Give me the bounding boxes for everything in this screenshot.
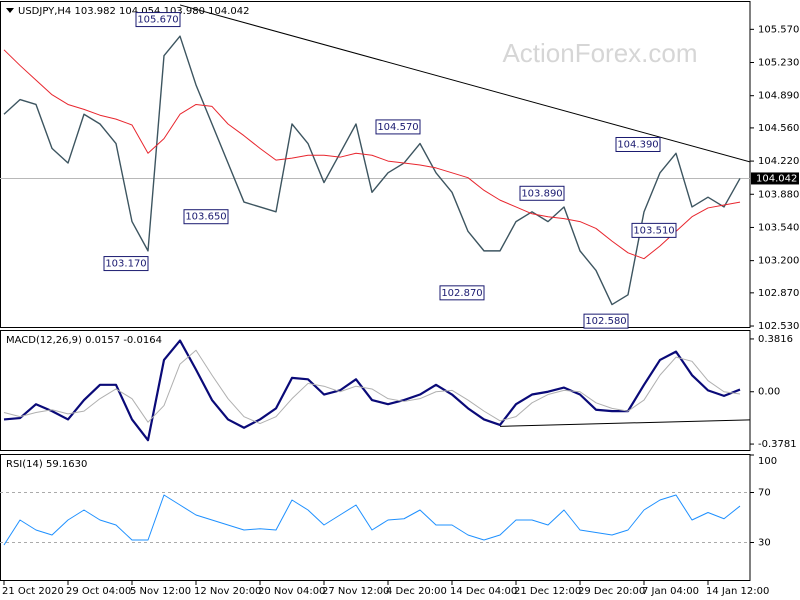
y-tick-label: 70 (758, 488, 771, 499)
panel-frame (0, 454, 751, 581)
indicator-title: RSI(14) (6, 459, 43, 470)
series-line (3, 349, 741, 425)
last-price-label: 104.042 (756, 173, 797, 184)
watermark: ActionForex.com (502, 38, 697, 68)
readout-value: 59.1630 (46, 459, 87, 470)
annotation-box (103, 256, 149, 272)
symbol: USDJPY,H4 (18, 6, 71, 17)
panel-header: RSI(14) 59.1630 (6, 459, 87, 470)
y-tick-label: 103.880 (758, 189, 799, 200)
x-tick-label: 29 Oct 04:00 (66, 586, 131, 597)
annotation-box (135, 12, 181, 28)
annotation-label: 102.870 (441, 288, 482, 299)
annotation-label: 104.390 (617, 139, 658, 150)
plot (3, 494, 741, 546)
annotation-label: 104.570 (377, 122, 418, 133)
series-line (3, 494, 741, 546)
panel-frame (0, 330, 751, 451)
y-tick-label: 102.530 (758, 321, 799, 332)
y-tick-label: 100 (758, 456, 777, 467)
plot (3, 339, 750, 442)
ohlc-value: 103.982 (74, 6, 115, 17)
ohlc-value: 104.054 (119, 6, 160, 17)
x-tick-label: 12 Nov 20:00 (194, 586, 261, 597)
annotation-label: 103.510 (633, 225, 674, 236)
panel-header: USDJPY,H4 103.982 104.054 103.980 104.04… (18, 6, 249, 17)
annotation-box (183, 209, 229, 225)
y-tick-label: 0.00 (758, 387, 780, 398)
y-tick-label: 105.570 (758, 24, 799, 35)
y-tick-label: 102.870 (758, 288, 799, 299)
plot (0, 4, 750, 306)
x-tick-label: 14 Dec 04:00 (450, 586, 517, 597)
menu-icon (6, 8, 14, 13)
annotation-box (519, 185, 565, 201)
series-line (3, 49, 741, 260)
x-tick-label: 7 Jan 04:00 (642, 586, 699, 597)
annotation-label: 103.890 (521, 188, 562, 199)
y-tick-label: 104.890 (758, 91, 799, 102)
x-tick-label: 14 Jan 12:00 (706, 586, 769, 597)
y-tick-label: -0.3781 (758, 439, 797, 450)
annotation-label: 102.580 (585, 316, 626, 327)
trend-line (499, 419, 750, 427)
x-tick-label: 21 Dec 12:00 (514, 586, 581, 597)
indicator-title: MACD(12,26,9) (6, 335, 82, 346)
annotation-label: 105.670 (137, 15, 178, 26)
annotation-box (439, 285, 485, 301)
series-line (3, 339, 741, 442)
y-tick-label: 103.540 (758, 222, 799, 233)
y-tick-label: 30 (758, 538, 771, 549)
x-tick-label: 21 Oct 2020 (2, 586, 64, 597)
y-tick-label: 0.3816 (758, 334, 793, 345)
annotation-box (615, 136, 661, 152)
panel-header: MACD(12,26,9) 0.0157 -0.0164 (6, 335, 162, 346)
annotation-box (583, 313, 629, 329)
x-tick-label: 27 Nov 12:00 (322, 586, 389, 597)
x-tick-label: 20 Nov 04:00 (258, 586, 325, 597)
x-tick-label: 4 Dec 20:00 (386, 586, 447, 597)
y-tick-label: 104.560 (758, 123, 799, 134)
annotation-label: 103.170 (105, 259, 146, 270)
y-tick-label: 104.220 (758, 156, 799, 167)
ohlc-value: 103.980 (164, 6, 205, 17)
last-price-box (751, 172, 799, 185)
x-tick-label: 5 Nov 12:00 (130, 586, 191, 597)
trend-line (179, 4, 750, 163)
annotation-box (375, 119, 421, 135)
readout-value: -0.0164 (123, 335, 162, 346)
readout-value: 0.0157 (85, 335, 120, 346)
y-tick-label: 105.230 (758, 58, 799, 69)
ohlc-value: 104.042 (208, 6, 249, 17)
annotation-label: 103.650 (185, 212, 226, 223)
panel-frame (0, 1, 751, 328)
x-tick-label: 29 Dec 20:00 (578, 586, 645, 597)
series-line (3, 35, 741, 306)
y-tick-label: 103.200 (758, 256, 799, 267)
annotation-box (631, 222, 677, 238)
